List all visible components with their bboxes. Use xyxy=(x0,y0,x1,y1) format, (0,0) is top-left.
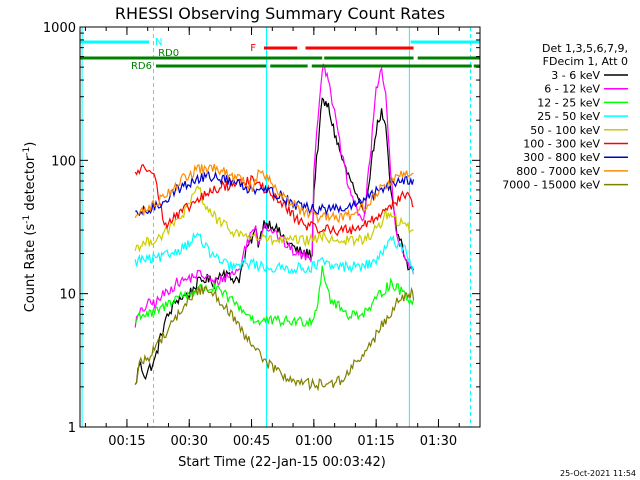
series-line-300-800-kev xyxy=(135,170,415,216)
x-tick-label: 00:15 xyxy=(108,434,145,449)
series-line-7000-15000-kev xyxy=(134,284,415,392)
y-axis-label: Count Rate (s-1 detector-1) xyxy=(22,142,38,313)
legend-header-line-2: FDecim 1, Att 0 xyxy=(543,55,628,68)
series-line-25-50-kev xyxy=(134,231,415,275)
y-tick-label: 1 xyxy=(68,421,76,436)
series-line-50-100-kev xyxy=(134,185,414,253)
x-tick-label: 00:45 xyxy=(233,434,270,449)
series-line-800-7000-kev xyxy=(134,163,414,225)
x-tick-label: 01:30 xyxy=(420,434,457,449)
flag-label-f: F xyxy=(250,43,256,54)
y-tick-label: 1000 xyxy=(43,21,76,36)
legend: Det 1,3,5,6,7,9, FDecim 1, Att 0 3 - 6 k… xyxy=(502,42,628,192)
x-tick-label: 01:15 xyxy=(357,434,394,449)
plot-frame xyxy=(79,26,481,428)
y-tick-label: 10 xyxy=(59,288,76,303)
y-tick-label: 100 xyxy=(51,154,76,169)
legend-label-7000-15000-kev: 7000 - 15000 keV xyxy=(502,179,600,192)
flag-label-rd6: RD6 xyxy=(131,61,152,72)
flag-label-rd0: RD0 xyxy=(158,48,179,59)
footer-timestamp: 25-Oct-2021 11:54 xyxy=(560,469,636,478)
legend-label-100-300-kev: 100 - 300 keV xyxy=(523,138,600,151)
legend-label-300-800-kev: 300 - 800 keV xyxy=(523,151,600,164)
legend-label-12-25-kev: 12 - 25 keV xyxy=(537,96,600,109)
legend-label-50-100-kev: 50 - 100 keV xyxy=(530,124,600,137)
series-line-12-25-kev xyxy=(134,265,415,328)
flag-label-n: N xyxy=(155,37,162,48)
legend-label-3-6-kev: 3 - 6 keV xyxy=(551,69,600,82)
series-line-6-12-kev xyxy=(134,63,415,328)
legend-label-6-12-kev: 6 - 12 keV xyxy=(544,83,600,96)
x-tick-label: 00:30 xyxy=(171,434,208,449)
legend-label-800-7000-kev: 800 - 7000 keV xyxy=(516,165,600,178)
x-axis-label: Start Time (22-Jan-15 00:03:42) xyxy=(178,455,386,470)
legend-header-line-1: Det 1,3,5,6,7,9, xyxy=(542,42,628,55)
x-tick-label: 01:00 xyxy=(295,434,332,449)
series-line-100-300-kev xyxy=(134,163,414,237)
series-line-3-6-kev xyxy=(134,97,415,385)
chart-title: RHESSI Observing Summary Count Rates xyxy=(115,4,445,23)
legend-label-25-50-kev: 25 - 50 keV xyxy=(537,110,600,123)
